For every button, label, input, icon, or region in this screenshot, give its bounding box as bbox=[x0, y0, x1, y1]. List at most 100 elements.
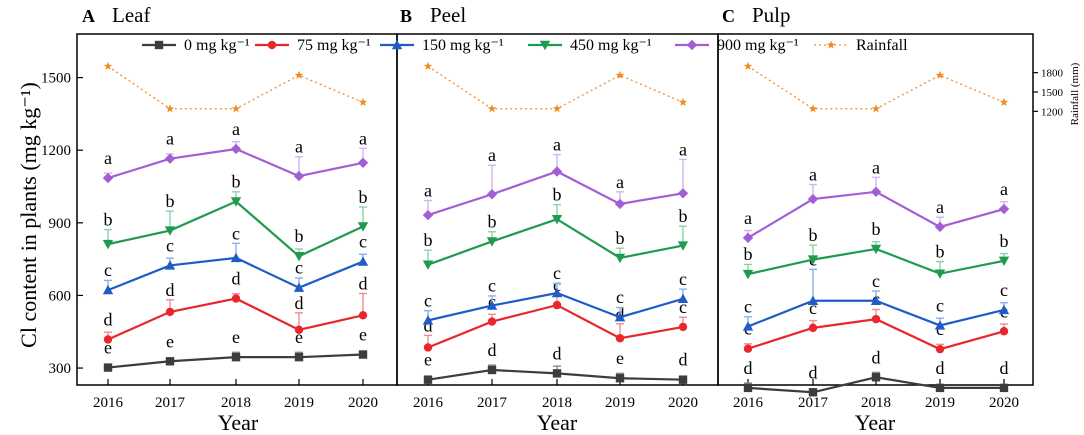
data-point bbox=[552, 369, 562, 378]
significance-letter: e bbox=[359, 324, 367, 344]
data-point bbox=[164, 260, 176, 270]
data-point bbox=[358, 350, 368, 359]
data-point bbox=[935, 344, 945, 354]
rainfall-point bbox=[487, 104, 497, 113]
significance-letter: b bbox=[809, 225, 818, 245]
data-point bbox=[871, 314, 881, 324]
data-point bbox=[677, 241, 689, 251]
significance-letter: b bbox=[232, 172, 241, 192]
data-point bbox=[615, 374, 625, 383]
y2-tick-label: 1800 bbox=[1041, 68, 1064, 80]
significance-letter: e bbox=[295, 327, 303, 347]
x-tick-label: 2019 bbox=[925, 395, 955, 411]
significance-letter: c bbox=[1000, 280, 1008, 300]
significance-letter: d bbox=[553, 343, 562, 363]
rainfall-line bbox=[107, 65, 364, 110]
rainfall-line bbox=[427, 65, 684, 110]
legend-label: 0 mg kg⁻¹ bbox=[184, 37, 250, 54]
significance-letter: a bbox=[744, 208, 752, 228]
x-tick-label: 2020 bbox=[989, 395, 1019, 411]
y-tick-label: 1500 bbox=[41, 71, 71, 87]
data-point bbox=[808, 388, 818, 397]
significance-letter: c bbox=[488, 276, 496, 296]
series-3: b b b b b bbox=[422, 185, 689, 270]
legend-marker bbox=[539, 40, 551, 51]
significance-letter: e bbox=[424, 350, 432, 370]
x-tick-label: 2020 bbox=[348, 395, 378, 411]
significance-letter: d bbox=[359, 273, 368, 293]
significance-letter: e bbox=[104, 338, 112, 358]
significance-letter: b bbox=[166, 191, 175, 211]
panel-c-title: Pulp bbox=[752, 3, 791, 27]
data-point bbox=[807, 193, 819, 205]
significance-letter: a bbox=[872, 157, 880, 177]
data-point bbox=[293, 252, 305, 262]
rainfall-point bbox=[552, 104, 562, 113]
significance-letter: a bbox=[809, 165, 817, 185]
series-4: a a a a a bbox=[422, 135, 689, 221]
data-point bbox=[164, 226, 176, 236]
data-point bbox=[103, 335, 113, 344]
data-point bbox=[614, 198, 626, 210]
significance-letter: c bbox=[872, 271, 880, 291]
significance-letter: d bbox=[232, 269, 241, 289]
data-point bbox=[870, 295, 882, 305]
data-point bbox=[486, 237, 498, 247]
series-4: a a a a a bbox=[742, 157, 1010, 244]
data-point bbox=[934, 320, 946, 330]
significance-letter: a bbox=[679, 139, 687, 159]
data-point bbox=[677, 293, 689, 304]
significance-letter: a bbox=[295, 137, 303, 157]
data-point bbox=[102, 172, 114, 184]
significance-letter: d bbox=[1000, 358, 1009, 378]
significance-letter: d bbox=[488, 340, 497, 360]
significance-letter: c bbox=[166, 235, 174, 255]
significance-letter: b bbox=[359, 187, 368, 207]
significance-letter: d bbox=[679, 350, 688, 370]
significance-letter: c bbox=[936, 295, 944, 315]
data-point bbox=[870, 186, 882, 198]
x-axis-label-c: Year bbox=[855, 410, 896, 435]
data-point bbox=[293, 282, 305, 292]
data-point bbox=[231, 294, 241, 303]
significance-letter: c bbox=[104, 260, 112, 280]
significance-letter: b bbox=[104, 210, 113, 230]
legend-label: 150 mg kg⁻¹ bbox=[422, 37, 504, 54]
data-point bbox=[293, 170, 305, 182]
x-tick-label: 2018 bbox=[221, 395, 251, 411]
data-point bbox=[357, 222, 369, 232]
x-tick-label: 2017 bbox=[477, 395, 508, 411]
data-point bbox=[230, 252, 242, 263]
data-point bbox=[678, 322, 688, 332]
data-point bbox=[807, 295, 819, 305]
data-point bbox=[486, 300, 498, 310]
y-axis-label: Cl content in plants (mg kg⁻¹) bbox=[16, 82, 41, 348]
series-line bbox=[427, 217, 684, 266]
data-point bbox=[677, 188, 689, 199]
series-line bbox=[747, 318, 1005, 351]
rainfall-point bbox=[615, 70, 625, 79]
legend-marker bbox=[267, 40, 277, 50]
data-point bbox=[165, 357, 175, 366]
significance-letter: b bbox=[744, 244, 753, 264]
significance-letter: d bbox=[744, 358, 753, 378]
significance-letter: c bbox=[809, 298, 817, 318]
x-tick-label: 2017 bbox=[798, 395, 829, 411]
rainfall-point bbox=[678, 97, 688, 106]
data-point bbox=[487, 317, 497, 326]
data-point bbox=[423, 343, 433, 352]
data-point bbox=[486, 189, 498, 200]
y-tick-label: 900 bbox=[49, 216, 72, 232]
legend-label: 450 mg kg⁻¹ bbox=[570, 37, 652, 54]
data-point bbox=[614, 312, 626, 322]
rainfall-point bbox=[871, 104, 881, 113]
significance-letter: a bbox=[232, 119, 240, 139]
y-tick-label: 300 bbox=[49, 361, 72, 377]
significance-letter: c bbox=[679, 269, 687, 289]
series-3: b b b b b bbox=[742, 219, 1010, 280]
significance-letter: a bbox=[424, 181, 432, 201]
significance-letter: b bbox=[295, 226, 304, 246]
